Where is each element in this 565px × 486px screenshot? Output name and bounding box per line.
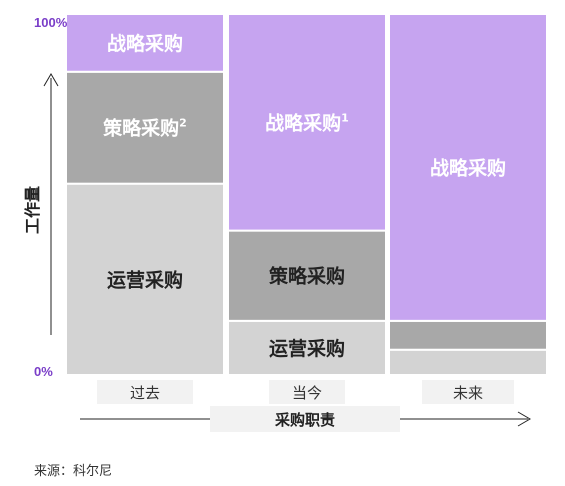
bar-segment: [388, 319, 548, 351]
x-axis-title-bg: [210, 406, 400, 432]
y-axis-arrow: [43, 73, 59, 335]
bar-segment: [65, 13, 225, 73]
source-note: 来源：科尔尼: [34, 464, 112, 479]
bar-segment: [227, 229, 387, 322]
bar-segment: [65, 182, 225, 376]
category-label: 未来: [453, 384, 483, 402]
segment-label: 策略采购: [269, 265, 345, 288]
category-labels-group: 过去 当今 未来: [97, 380, 514, 404]
category-label-bg: [97, 380, 193, 404]
bar-segment: [388, 13, 548, 322]
y-axis-title: 工作量: [23, 186, 42, 234]
category-label-bg: [422, 380, 514, 404]
segment-label: 战略采购: [107, 32, 183, 55]
bar-segment: [388, 348, 548, 377]
y-tick-bottom: 0%: [34, 364, 53, 379]
segment-label: 运营采购: [107, 268, 183, 291]
segment-label: 运营采购: [269, 337, 345, 360]
category-label-bg: [269, 380, 345, 404]
segment-label: 策略采购2: [103, 117, 187, 140]
category-label: 当今: [292, 384, 322, 402]
bar-segment: [65, 70, 225, 185]
x-axis-title: 采购职责: [274, 411, 335, 429]
bar-segment: [227, 13, 387, 232]
segment-label: 战略采购: [430, 156, 506, 179]
segment-label: 战略采购1: [265, 111, 349, 134]
bar-segment: [227, 319, 387, 377]
bars-group: [65, 13, 548, 377]
category-label: 过去: [130, 384, 160, 402]
y-tick-top: 100%: [34, 15, 68, 30]
